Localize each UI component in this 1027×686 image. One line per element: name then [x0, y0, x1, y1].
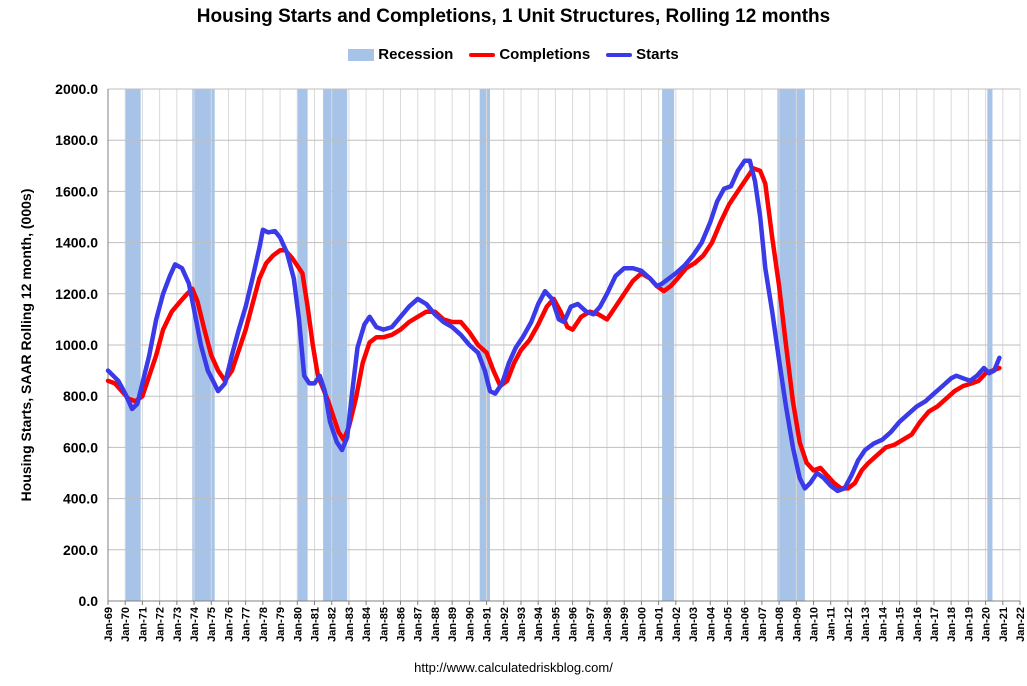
y-tick-label: 200.0: [63, 542, 98, 558]
x-tick-label: Jan-18: [946, 607, 958, 642]
x-tick-label: Jan-75: [206, 607, 218, 642]
x-tick-label: Jan-20: [981, 607, 993, 642]
x-tick-label: Jan-79: [275, 607, 287, 642]
x-tick-label: Jan-76: [223, 607, 235, 642]
x-tick-label: Jan-14: [877, 606, 889, 642]
y-tick-label: 1000.0: [55, 337, 98, 353]
x-tick-label: Jan-06: [740, 607, 752, 642]
x-tick-label: Jan-88: [430, 607, 442, 642]
x-tick-label: Jan-17: [929, 607, 941, 642]
recession-swatch: [348, 48, 375, 61]
x-tick-label: Jan-12: [843, 607, 855, 642]
x-tick-label: Jan-09: [791, 607, 803, 642]
x-tick-label: Jan-08: [774, 607, 786, 642]
x-tick-label: Jan-11: [826, 607, 838, 641]
x-tick-label: Jan-94: [533, 606, 545, 642]
x-tick-label: Jan-01: [654, 607, 666, 642]
legend-label-recession: Recession: [378, 46, 454, 63]
y-tick-label: 2000.0: [55, 81, 98, 97]
legend-item-recession: Recession: [348, 46, 453, 63]
x-tick-label: Jan-10: [809, 607, 821, 642]
legend-item-completions: Completions: [469, 46, 590, 63]
x-tick-label: Jan-73: [172, 607, 184, 642]
legend: Recession Completions Starts: [0, 46, 1027, 63]
x-tick-label: Jan-74: [189, 606, 201, 642]
x-tick-label: Jan-03: [688, 607, 700, 642]
y-tick-label: 0.0: [79, 593, 99, 609]
x-tick-label: Jan-05: [722, 607, 734, 642]
x-tick-label: Jan-89: [447, 607, 459, 642]
series-line-completions: [105, 166, 1002, 491]
x-tick-label: Jan-82: [327, 607, 339, 642]
y-tick-label: 1600.0: [55, 183, 98, 199]
series-line-starts: [105, 158, 1002, 494]
x-tick-label: Jan-85: [378, 607, 390, 642]
legend-item-starts: Starts: [606, 46, 679, 63]
x-tick-label: Jan-19: [963, 607, 975, 642]
x-tick-label: Jan-04: [705, 606, 717, 642]
legend-label-completions: Completions: [499, 46, 591, 63]
x-tick-label: Jan-77: [241, 607, 253, 642]
x-tick-label: Jan-71: [137, 607, 149, 642]
x-tick-label: Jan-80: [292, 607, 304, 642]
y-tick-label: 1200.0: [55, 286, 98, 302]
x-tick-label: Jan-92: [499, 607, 511, 642]
x-tick-label: Jan-21: [998, 607, 1010, 642]
y-tick-label: 600.0: [63, 439, 98, 455]
x-tick-label: Jan-84: [361, 606, 373, 642]
legend-label-starts: Starts: [636, 46, 679, 63]
x-tick-label: Jan-86: [396, 607, 408, 642]
x-tick-label: Jan-00: [636, 607, 648, 642]
y-tick-label: 800.0: [63, 388, 98, 404]
x-tick-label: Jan-70: [120, 607, 132, 642]
x-tick-label: Jan-16: [912, 607, 924, 642]
x-tick-label: Jan-69: [103, 607, 115, 642]
chart-title: Housing Starts and Completions, 1 Unit S…: [196, 6, 831, 27]
y-tick-label: 1400.0: [55, 235, 98, 251]
x-tick-label: Jan-72: [155, 607, 167, 642]
y-tick-label: 400.0: [63, 491, 98, 507]
x-tick-label: Jan-15: [895, 607, 907, 642]
y-tick-label: 1800.0: [55, 132, 98, 148]
x-tick-label: Jan-78: [258, 607, 270, 642]
source-url: http://www.calculatedriskblog.com/: [414, 660, 613, 675]
x-tick-label: Jan-96: [568, 607, 580, 642]
x-tick-label: Jan-87: [413, 607, 425, 642]
x-tick-label: Jan-93: [516, 607, 528, 642]
completions-swatch: [469, 52, 496, 57]
x-tick-label: Jan-98: [602, 607, 614, 642]
x-tick-label: Jan-90: [464, 607, 476, 642]
x-tick-label: Jan-02: [671, 607, 683, 642]
x-tick-label: Jan-22: [1015, 607, 1027, 642]
x-tick-label: Jan-07: [757, 607, 769, 642]
x-tick-label: Jan-13: [860, 607, 872, 642]
x-tick-label: Jan-91: [482, 607, 494, 642]
x-tick-label: Jan-99: [619, 607, 631, 642]
x-tick-label: Jan-95: [550, 607, 562, 642]
starts-swatch: [606, 52, 633, 57]
x-tick-label: Jan-97: [585, 607, 597, 642]
x-tick-label: Jan-83: [344, 607, 356, 642]
x-tick-label: Jan-81: [309, 607, 321, 642]
